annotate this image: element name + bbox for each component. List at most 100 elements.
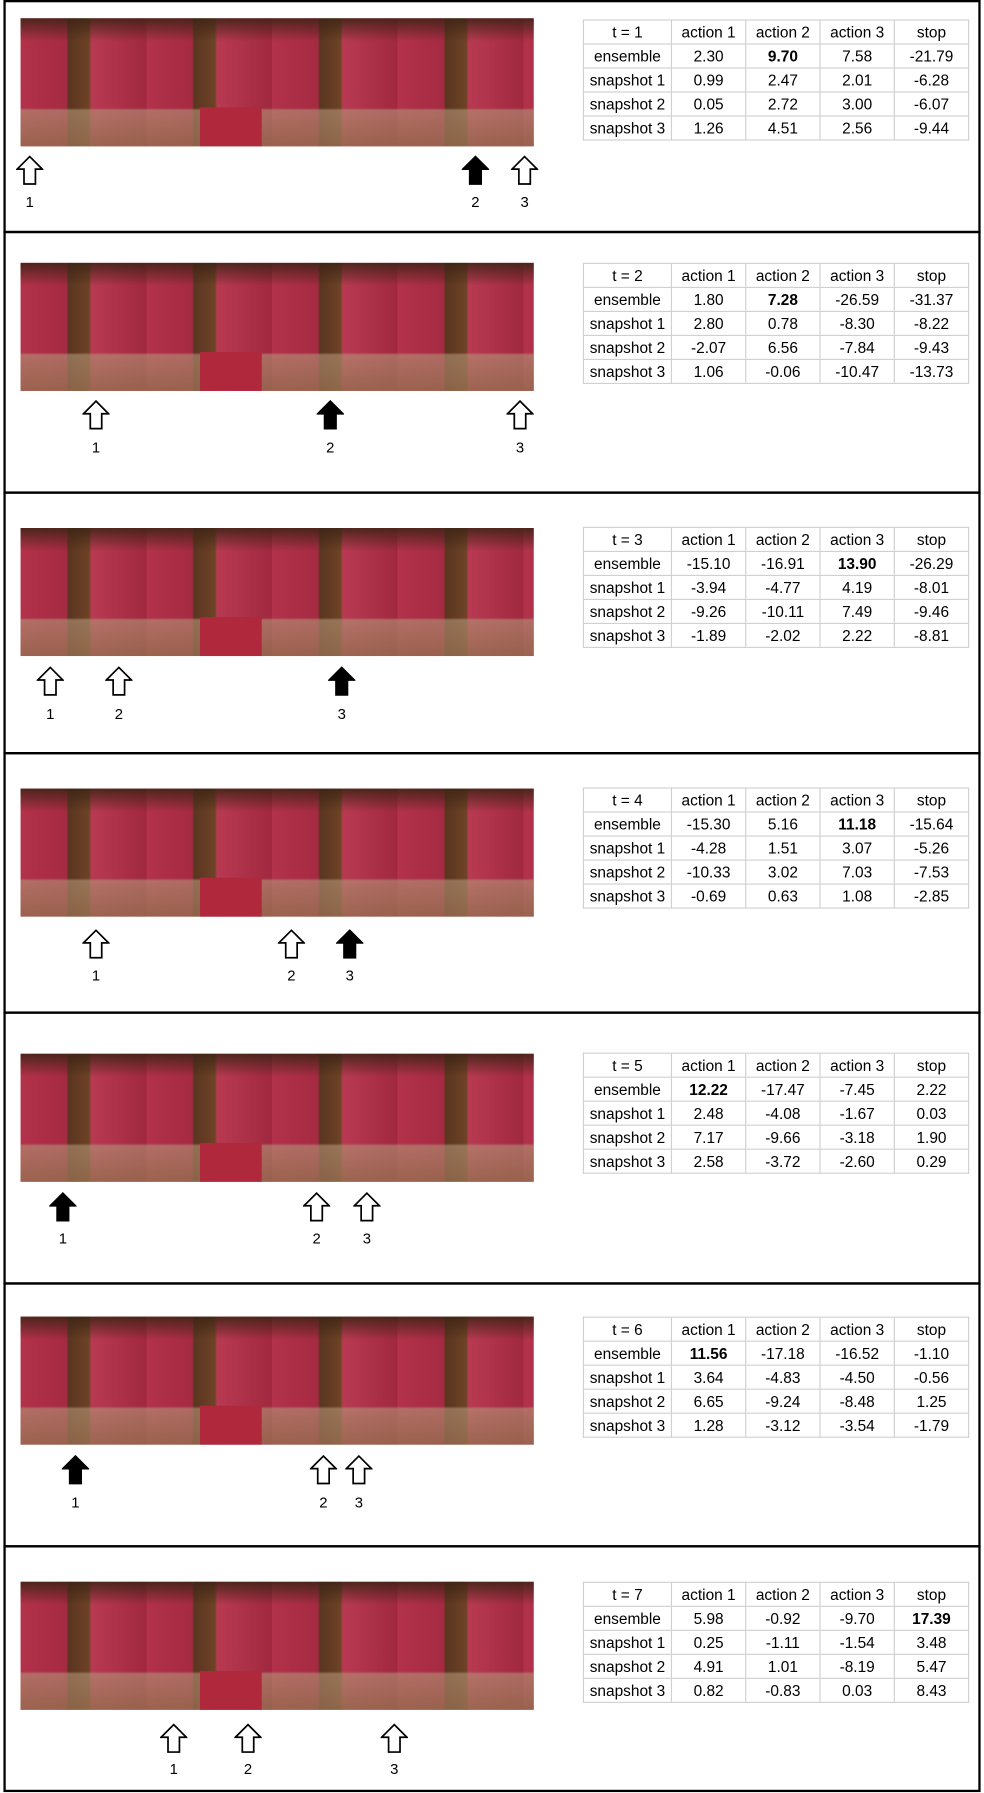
table-cell: 2.72 — [746, 92, 820, 116]
panorama-image — [21, 1054, 534, 1182]
header-cell: action 2 — [746, 788, 820, 812]
panorama-image — [21, 18, 534, 146]
row-label: ensemble — [583, 812, 671, 836]
table-cell: 0.78 — [746, 311, 820, 335]
header-cell: t = 6 — [583, 1317, 671, 1341]
arrow-label: 3 — [509, 439, 532, 456]
action-arrow — [381, 1723, 408, 1753]
row-label: snapshot 3 — [583, 1678, 671, 1702]
row-label: snapshot 1 — [583, 68, 671, 92]
row-label: snapshot 2 — [583, 92, 671, 116]
table-cell: -6.07 — [894, 92, 968, 116]
panorama-floor — [200, 108, 262, 146]
table-cell: 13.90 — [820, 551, 894, 575]
panorama-floor — [200, 1671, 262, 1709]
table-cell: 1.90 — [894, 1125, 968, 1149]
row-label: ensemble — [583, 44, 671, 68]
header-cell: action 2 — [746, 1317, 820, 1341]
table-cell: -0.56 — [894, 1365, 968, 1389]
table-cell: 1.26 — [671, 116, 745, 140]
action-arrow — [105, 666, 132, 696]
table-cell: -6.28 — [894, 68, 968, 92]
table-cell: -9.66 — [746, 1125, 820, 1149]
panorama-floor — [200, 1406, 262, 1444]
table-cell: 1.28 — [671, 1413, 745, 1437]
table-cell: -7.53 — [894, 860, 968, 884]
panorama-image — [21, 263, 534, 391]
table-cell: -4.08 — [746, 1101, 820, 1125]
row-label: snapshot 1 — [583, 836, 671, 860]
table-cell: -9.46 — [894, 599, 968, 623]
action-arrow — [82, 929, 109, 959]
row-label: snapshot 3 — [583, 1413, 671, 1437]
page: 123t = 1action 1action 2action 3stopense… — [0, 0, 984, 1793]
table-cell: 5.98 — [671, 1606, 745, 1630]
table-cell: -0.06 — [746, 359, 820, 383]
row-label: snapshot 3 — [583, 884, 671, 908]
table-cell: -16.52 — [820, 1341, 894, 1365]
header-cell: action 1 — [671, 1317, 745, 1341]
arrow-label: 3 — [347, 1494, 370, 1511]
table-cell: -1.67 — [820, 1101, 894, 1125]
action-arrow — [511, 155, 538, 185]
header-cell: action 3 — [820, 1582, 894, 1606]
table-cell: 3.07 — [820, 836, 894, 860]
header-cell: stop — [894, 263, 968, 287]
arrow-label: 1 — [64, 1494, 87, 1511]
arrow-shape — [50, 1193, 75, 1220]
table-cell: -13.73 — [894, 359, 968, 383]
action-arrow — [234, 1723, 261, 1753]
table-cell: 0.05 — [671, 92, 745, 116]
table-cell: -9.24 — [746, 1389, 820, 1413]
action-arrow — [278, 929, 305, 959]
arrow-shape — [235, 1725, 260, 1752]
action-arrow — [345, 1455, 372, 1485]
arrow-label: 1 — [51, 1230, 74, 1247]
row-label: snapshot 3 — [583, 116, 671, 140]
panorama-floor — [200, 352, 262, 390]
table-cell: -7.45 — [820, 1077, 894, 1101]
panorama-floor — [200, 1143, 262, 1181]
table-cell: 1.06 — [671, 359, 745, 383]
header-cell: t = 7 — [583, 1582, 671, 1606]
table-cell: -4.77 — [746, 575, 820, 599]
header-cell: action 1 — [671, 788, 745, 812]
header-cell: action 1 — [671, 20, 745, 44]
table-cell: -1.54 — [820, 1630, 894, 1654]
table-cell: -1.11 — [746, 1630, 820, 1654]
arrow-shape — [106, 667, 131, 694]
action-arrow — [336, 929, 363, 959]
action-arrow — [462, 155, 489, 185]
table-cell: -8.19 — [820, 1654, 894, 1678]
action-arrow — [310, 1455, 337, 1485]
table-cell: -4.28 — [671, 836, 745, 860]
row-label: snapshot 3 — [583, 1149, 671, 1173]
arrow-shape — [329, 667, 354, 694]
table-cell: 2.01 — [820, 68, 894, 92]
header-cell: stop — [894, 1053, 968, 1077]
table-cell: -17.47 — [746, 1077, 820, 1101]
table-cell: 0.82 — [671, 1678, 745, 1702]
arrow-shape — [337, 930, 362, 957]
header-cell: action 3 — [820, 20, 894, 44]
table-cell: 5.16 — [746, 812, 820, 836]
arrow-label: 3 — [383, 1760, 406, 1777]
table-cell: -5.26 — [894, 836, 968, 860]
table-cell: -3.54 — [820, 1413, 894, 1437]
